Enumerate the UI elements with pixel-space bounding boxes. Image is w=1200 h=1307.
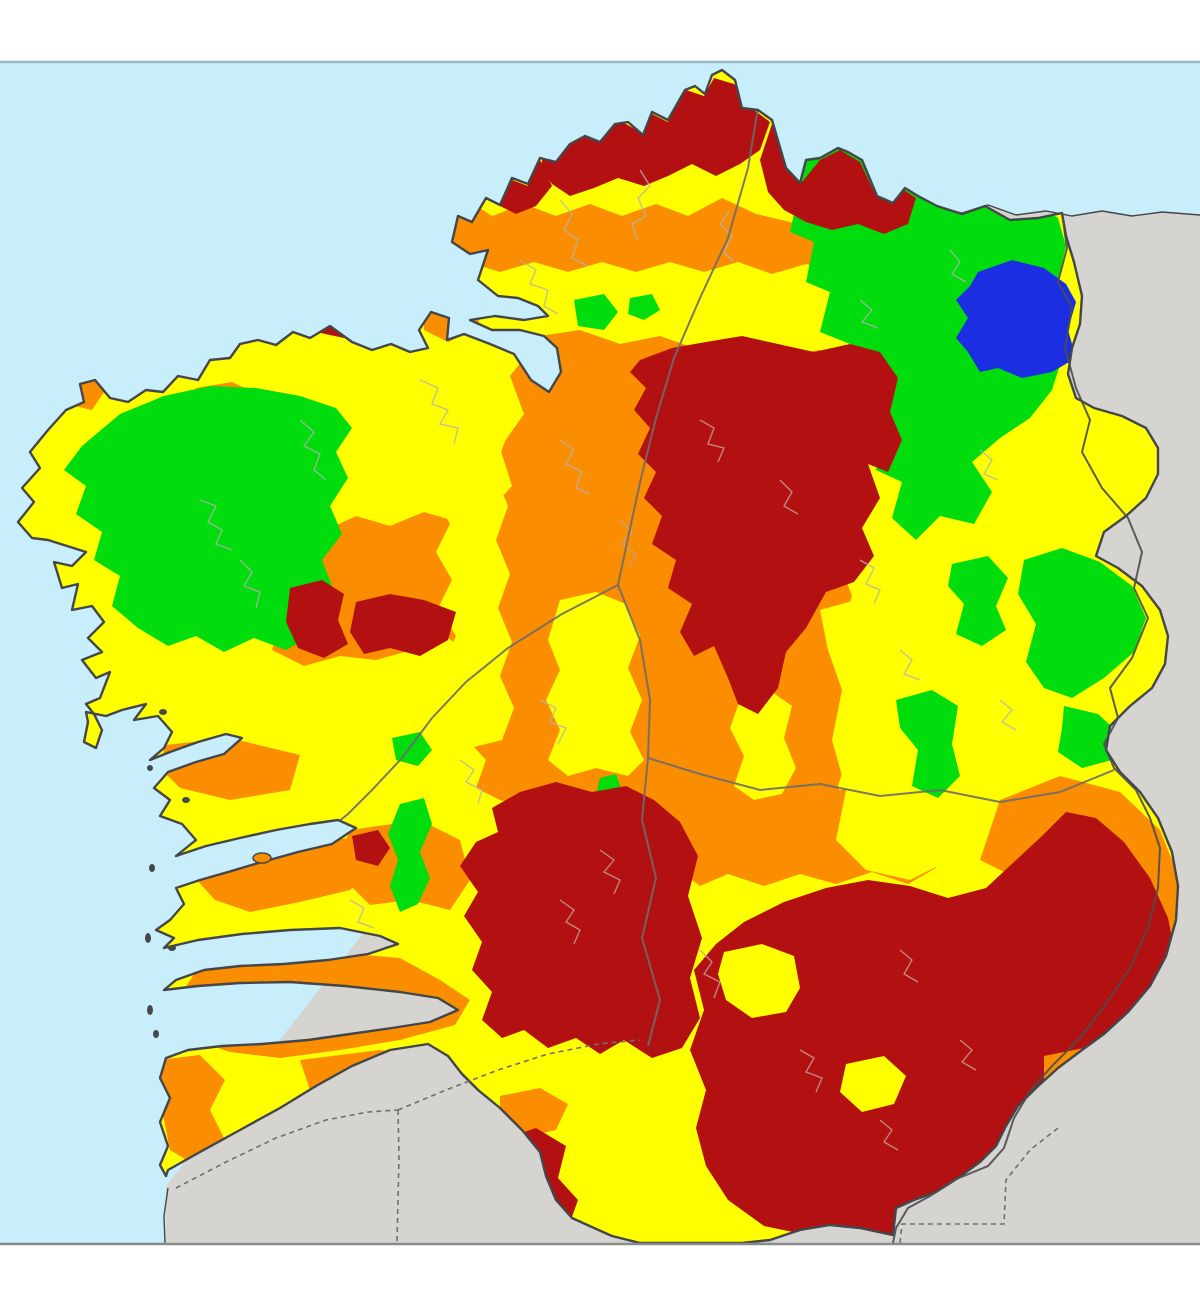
islet bbox=[159, 709, 167, 715]
moderate-corridor-center bbox=[546, 592, 644, 776]
municipal-borders bbox=[199, 119, 1017, 1151]
islet bbox=[149, 864, 155, 872]
low-north-small-a bbox=[574, 294, 618, 330]
low-east-strip-b bbox=[948, 556, 1008, 646]
moderate-corridor-east bbox=[730, 692, 796, 800]
low-north-small-b bbox=[628, 294, 660, 320]
arousa-island bbox=[252, 852, 272, 864]
islet bbox=[145, 933, 151, 943]
veryhigh-westcentral-a bbox=[286, 580, 348, 658]
veryhigh-north-central-blob bbox=[630, 336, 902, 714]
veryhigh-north-coast-a bbox=[540, 78, 770, 196]
province-borders bbox=[337, 107, 1115, 1047]
low-center-east bbox=[896, 690, 960, 798]
low-center-b bbox=[388, 798, 432, 912]
low-northwest-blob bbox=[64, 386, 352, 652]
high-north-coast-band bbox=[430, 196, 936, 276]
islet bbox=[147, 765, 153, 771]
moderate-corridor-west bbox=[434, 360, 514, 748]
dashed-borders bbox=[175, 1039, 1059, 1244]
risk-zones bbox=[62, 78, 1178, 1240]
portugal-coastline bbox=[163, 1187, 169, 1244]
low-east-strip-a bbox=[1018, 548, 1146, 698]
risk-zone-low bbox=[64, 118, 1146, 912]
moderate-hole-se-a bbox=[718, 944, 800, 1018]
veryhigh-north-coast-b bbox=[760, 124, 916, 234]
veryhigh-westcentral-b bbox=[350, 594, 456, 656]
low-east-strip-c bbox=[1058, 706, 1122, 768]
risk-zone-very-low-northeast bbox=[956, 260, 1076, 378]
veryhigh-north-coast-c bbox=[500, 160, 552, 214]
islands bbox=[145, 709, 272, 1038]
islet bbox=[168, 945, 176, 951]
islet bbox=[182, 797, 190, 803]
islet bbox=[153, 1030, 159, 1038]
regional-border-east bbox=[892, 212, 1162, 1244]
moderate-hole-se-b bbox=[840, 1056, 906, 1112]
high-south-strip bbox=[158, 1055, 225, 1165]
islet bbox=[147, 1005, 153, 1015]
veryhigh-arousa-spot bbox=[352, 830, 390, 866]
veryhigh-south-central-blob bbox=[460, 782, 702, 1058]
